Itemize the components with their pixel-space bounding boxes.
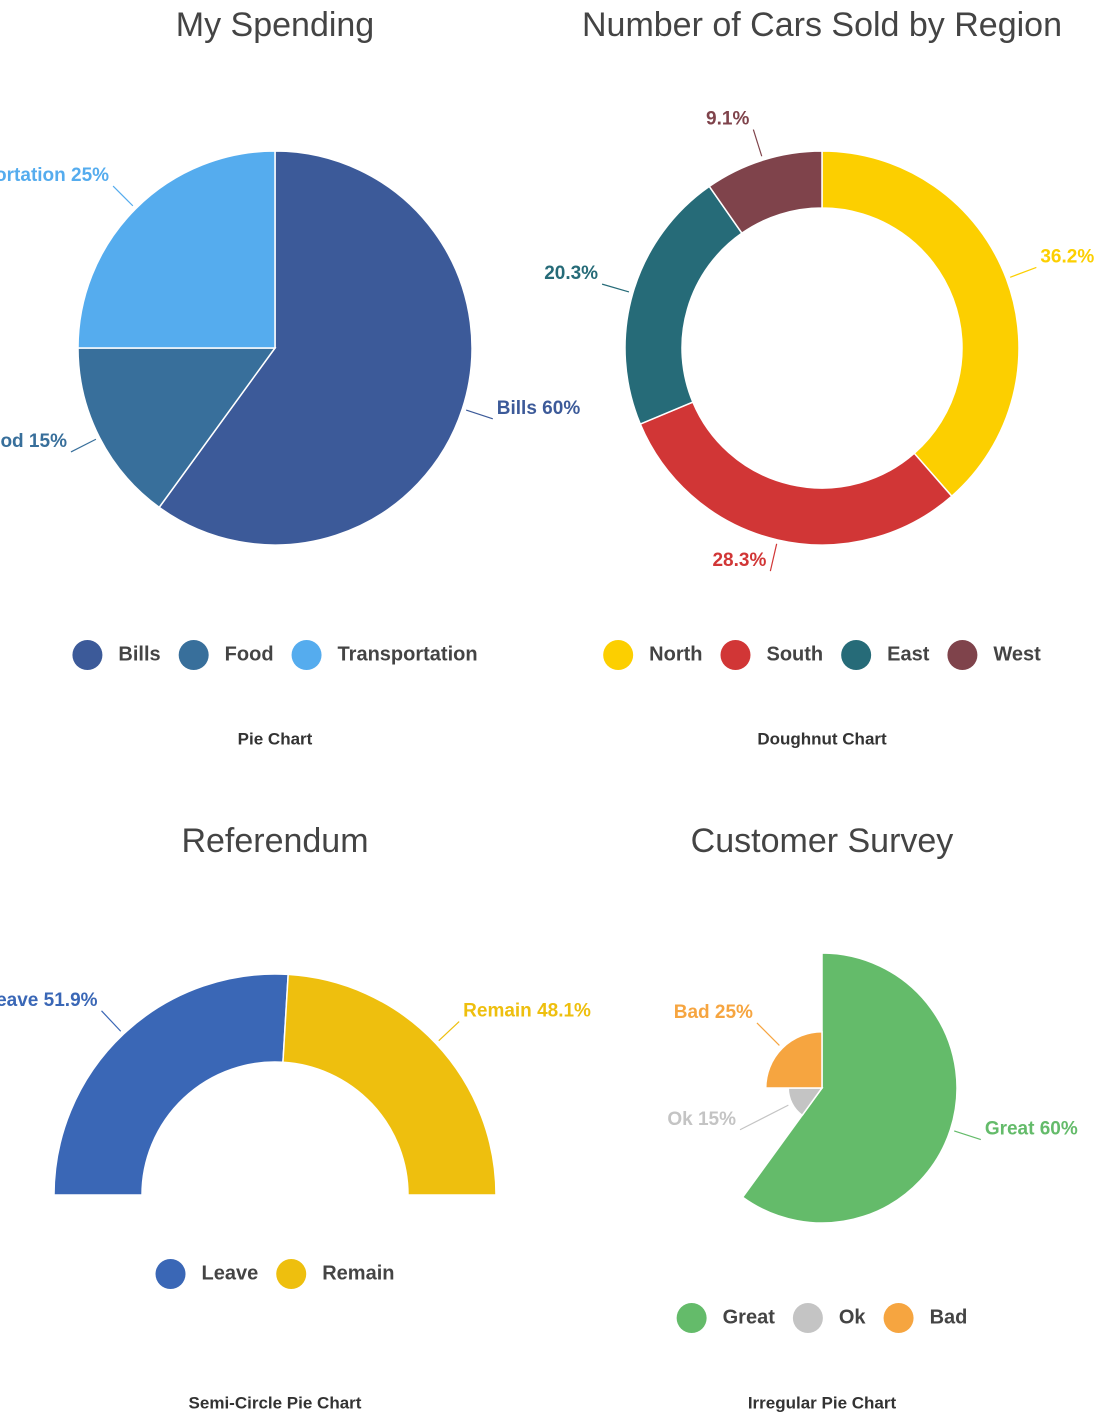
legend-label: South <box>767 643 824 665</box>
label-leader <box>954 1130 982 1141</box>
legend-label: Ok <box>839 1306 867 1328</box>
legend-label: North <box>649 643 702 665</box>
legend-label: Leave <box>202 1262 259 1284</box>
data-label: Great 60% <box>985 1119 1078 1140</box>
legend-label: Bad <box>930 1306 968 1328</box>
chart-caption: Irregular Pie Chart <box>748 1393 897 1412</box>
legend-label: Food <box>225 643 274 665</box>
slice <box>821 150 1020 498</box>
slice <box>282 973 497 1196</box>
data-label: Leave 51.9% <box>0 990 98 1011</box>
legend-marker <box>947 640 978 670</box>
legend-label: East <box>887 643 930 665</box>
slice <box>158 150 473 546</box>
label-leader <box>465 409 493 420</box>
legend-marker <box>841 640 872 670</box>
chart-title: Number of Cars Sold by Region <box>582 6 1062 44</box>
label-leader <box>752 129 763 157</box>
chart-caption: Doughnut Chart <box>757 729 887 748</box>
label-leader <box>112 185 134 207</box>
data-label: Remain 48.1% <box>463 1001 591 1022</box>
data-label: Transportation 25% <box>0 165 109 186</box>
data-label: Ok 15% <box>667 1109 736 1130</box>
chart-title: Customer Survey <box>691 822 954 860</box>
legend-marker <box>792 1303 823 1333</box>
slice <box>741 952 958 1224</box>
legend-marker <box>155 1259 186 1289</box>
legend-label: Bills <box>118 643 160 665</box>
chart-caption: Pie Chart <box>238 729 313 748</box>
label-leader <box>101 1010 122 1032</box>
slice <box>624 185 743 426</box>
chart-title: My Spending <box>176 6 374 44</box>
slice <box>764 1030 823 1089</box>
legend-marker <box>603 640 634 670</box>
legend-label: West <box>993 643 1041 665</box>
slice <box>77 150 276 349</box>
slice <box>77 347 277 509</box>
label-leader <box>769 543 778 572</box>
data-label: 20.3% <box>544 263 598 284</box>
data-label: Food 15% <box>0 431 67 452</box>
label-leader <box>438 1021 460 1042</box>
legend-marker <box>291 640 322 670</box>
label-leader <box>1009 266 1037 278</box>
legend-marker <box>276 1259 307 1289</box>
data-label: 9.1% <box>706 109 749 130</box>
label-leader <box>601 283 630 293</box>
slice <box>708 150 823 235</box>
data-label: Bad 25% <box>674 1002 753 1023</box>
legend-label: Great <box>723 1306 776 1328</box>
legend-marker <box>178 640 209 670</box>
data-label: 36.2% <box>1040 246 1094 267</box>
data-label: 28.3% <box>712 550 766 571</box>
legend-marker <box>720 640 751 670</box>
slice <box>53 973 289 1196</box>
label-leader <box>739 1104 789 1131</box>
chart-title: Referendum <box>181 822 368 860</box>
label-leader <box>756 1022 780 1046</box>
legend-label: Remain <box>322 1262 394 1284</box>
legend-marker <box>676 1303 707 1333</box>
chart-caption: Semi-Circle Pie Chart <box>189 1393 362 1412</box>
slice <box>639 401 953 546</box>
legend-label: Transportation <box>338 643 478 665</box>
legend-marker <box>72 640 103 670</box>
legend-marker <box>883 1303 914 1333</box>
data-label: Bills 60% <box>497 398 581 419</box>
label-leader <box>70 438 97 453</box>
